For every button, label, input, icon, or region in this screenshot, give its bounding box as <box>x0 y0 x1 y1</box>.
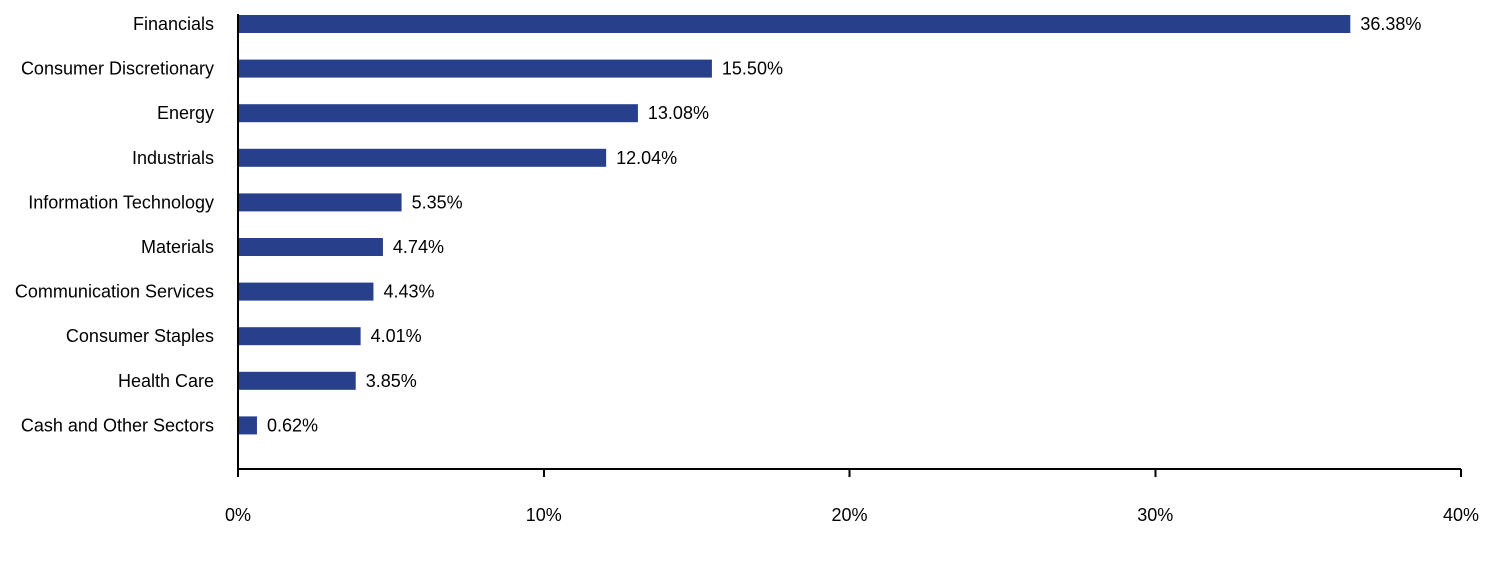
category-label-information-technology: Information Technology <box>28 192 214 212</box>
value-label-information-technology: 5.35% <box>412 192 463 212</box>
category-label-cash-and-other-sectors: Cash and Other Sectors <box>21 415 214 435</box>
value-label-consumer-discretionary: 15.50% <box>722 59 783 79</box>
bar-information-technology <box>238 193 402 212</box>
category-label-health-care: Health Care <box>118 371 214 391</box>
category-label-materials: Materials <box>141 237 214 257</box>
bar-communication-services <box>238 282 374 301</box>
category-label-consumer-discretionary: Consumer Discretionary <box>21 59 214 79</box>
category-label-communication-services: Communication Services <box>15 282 214 302</box>
value-label-energy: 13.08% <box>648 103 709 123</box>
value-label-materials: 4.74% <box>393 237 444 257</box>
value-label-cash-and-other-sectors: 0.62% <box>267 415 318 435</box>
x-tick-label-20: 20% <box>831 505 867 525</box>
x-tick-label-40: 40% <box>1443 505 1479 525</box>
bar-financials <box>238 15 1351 33</box>
category-label-consumer-staples: Consumer Staples <box>66 326 214 346</box>
x-axis-ticks: 0% 10% 20% 30% 40% <box>225 469 1479 525</box>
value-label-communication-services: 4.43% <box>383 282 434 302</box>
bars-layer <box>238 15 1351 435</box>
value-label-health-care: 3.85% <box>366 371 417 391</box>
bar-consumer-staples <box>238 327 361 346</box>
bar-consumer-discretionary <box>238 59 712 78</box>
value-label-consumer-staples: 4.01% <box>371 326 422 346</box>
bar-cash-and-other-sectors <box>238 416 257 435</box>
bar-health-care <box>238 371 356 390</box>
category-label-financials: Financials <box>133 14 214 34</box>
category-label-industrials: Industrials <box>132 148 214 168</box>
labels-layer: Financials 36.38% Consumer Discretionary 15… <box>15 14 1421 435</box>
value-label-industrials: 12.04% <box>616 148 677 168</box>
x-tick-label-30: 30% <box>1137 505 1173 525</box>
x-tick-label-10: 10% <box>526 505 562 525</box>
x-tick-label-0: 0% <box>225 505 251 525</box>
category-label-energy: Energy <box>157 103 214 123</box>
bar-energy <box>238 104 638 123</box>
bar-industrials <box>238 148 607 167</box>
bar-materials <box>238 238 383 256</box>
value-label-financials: 36.38% <box>1360 14 1421 34</box>
